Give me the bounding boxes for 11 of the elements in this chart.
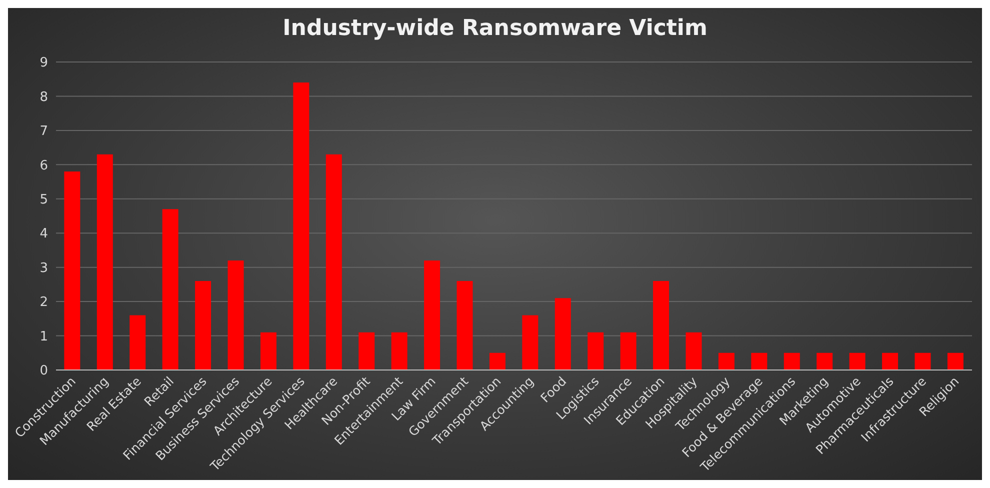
- y-tick-label: 2: [40, 295, 48, 310]
- y-tick-label: 6: [40, 158, 48, 174]
- y-tick-label: 1: [40, 329, 48, 344]
- chart-title: Industry-wide Ransomware Victim: [282, 16, 708, 41]
- y-tick-label: 5: [40, 192, 48, 208]
- y-tick-label: 8: [40, 90, 48, 105]
- y-tick-label: 3: [40, 260, 48, 276]
- y-tick-label: 0: [40, 364, 48, 379]
- y-tick-label: 9: [40, 56, 48, 71]
- y-tick-label: 7: [40, 124, 48, 140]
- y-tick-label: 4: [40, 226, 48, 242]
